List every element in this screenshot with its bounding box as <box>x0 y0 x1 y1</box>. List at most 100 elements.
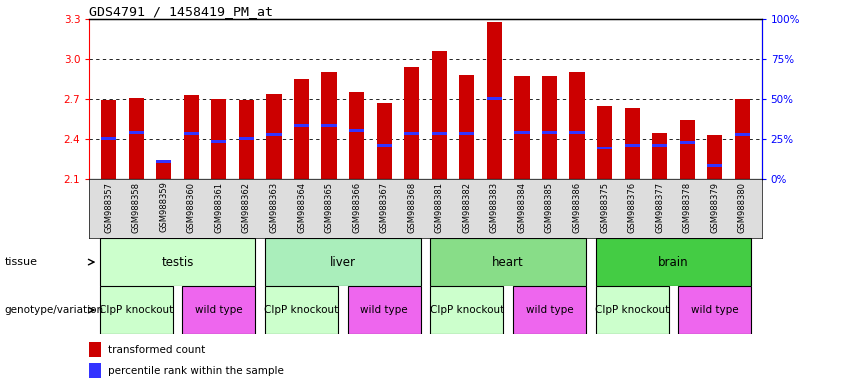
Text: GSM988361: GSM988361 <box>214 182 223 233</box>
Bar <box>211 99 226 179</box>
Bar <box>487 22 502 179</box>
Bar <box>100 286 173 334</box>
Bar <box>266 133 282 136</box>
Text: brain: brain <box>658 256 688 268</box>
Text: testis: testis <box>162 256 194 268</box>
Bar <box>569 131 585 134</box>
Bar <box>597 147 612 149</box>
Text: transformed count: transformed count <box>108 345 205 355</box>
Text: GSM988368: GSM988368 <box>408 182 416 233</box>
Bar <box>349 92 364 179</box>
Bar <box>322 124 337 127</box>
Bar <box>101 100 117 179</box>
Bar <box>184 95 199 179</box>
Text: GSM988378: GSM988378 <box>683 182 692 233</box>
Bar <box>487 98 502 100</box>
Bar <box>652 133 667 179</box>
Bar <box>569 72 585 179</box>
Bar <box>625 144 640 147</box>
Bar <box>100 238 255 286</box>
Text: liver: liver <box>330 256 356 268</box>
Bar <box>157 160 171 163</box>
Bar <box>89 342 101 357</box>
Bar <box>182 286 255 334</box>
Bar <box>596 238 751 286</box>
Bar <box>377 144 391 147</box>
Bar <box>542 131 557 134</box>
Text: GSM988357: GSM988357 <box>104 182 113 233</box>
Bar <box>625 108 640 179</box>
Bar <box>734 133 750 136</box>
Bar <box>431 132 447 135</box>
Bar <box>404 67 420 179</box>
Text: GSM988380: GSM988380 <box>738 182 747 233</box>
Text: tissue: tissue <box>4 257 37 267</box>
Text: GSM988363: GSM988363 <box>270 182 278 233</box>
Text: GSM988365: GSM988365 <box>324 182 334 233</box>
Bar <box>157 163 171 179</box>
Bar <box>707 135 722 179</box>
Bar <box>211 140 226 143</box>
Text: GSM988358: GSM988358 <box>132 182 140 233</box>
Text: GSM988383: GSM988383 <box>490 182 499 233</box>
Bar <box>89 363 101 378</box>
Text: GSM988375: GSM988375 <box>600 182 609 233</box>
Text: percentile rank within the sample: percentile rank within the sample <box>108 366 284 376</box>
Text: wild type: wild type <box>691 305 739 315</box>
Bar <box>680 120 694 179</box>
Bar <box>322 72 337 179</box>
Bar <box>542 76 557 179</box>
Text: wild type: wild type <box>195 305 243 315</box>
Bar <box>652 144 667 147</box>
Bar <box>349 129 364 132</box>
Text: GDS4791 / 1458419_PM_at: GDS4791 / 1458419_PM_at <box>89 5 273 18</box>
Bar <box>734 99 750 179</box>
Bar <box>294 79 309 179</box>
Bar <box>129 98 144 179</box>
Text: GSM988382: GSM988382 <box>462 182 471 233</box>
Text: GSM988367: GSM988367 <box>380 182 389 233</box>
Bar <box>460 75 474 179</box>
Text: GSM988381: GSM988381 <box>435 182 443 233</box>
Bar <box>514 76 529 179</box>
Bar <box>101 137 117 140</box>
Bar <box>129 131 144 134</box>
Bar <box>431 238 586 286</box>
Bar <box>294 124 309 127</box>
Text: GSM988359: GSM988359 <box>159 182 168 232</box>
Bar <box>597 106 612 179</box>
Text: GSM988364: GSM988364 <box>297 182 306 233</box>
Text: GSM988385: GSM988385 <box>545 182 554 233</box>
Text: wild type: wild type <box>360 305 408 315</box>
Bar <box>678 286 751 334</box>
Bar <box>348 286 420 334</box>
Bar <box>239 100 254 179</box>
Bar <box>239 137 254 140</box>
Bar <box>266 94 282 179</box>
Bar <box>707 164 722 167</box>
Bar <box>265 286 338 334</box>
Text: ClpP knockout: ClpP knockout <box>595 305 669 315</box>
Bar <box>460 132 474 135</box>
Text: ClpP knockout: ClpP knockout <box>265 305 339 315</box>
Bar <box>513 286 586 334</box>
Bar <box>514 131 529 134</box>
Bar <box>680 141 694 144</box>
Text: GSM988384: GSM988384 <box>517 182 527 233</box>
Text: GSM988379: GSM988379 <box>711 182 719 233</box>
Text: GSM988362: GSM988362 <box>242 182 251 233</box>
Bar <box>431 51 447 179</box>
Text: GSM988360: GSM988360 <box>187 182 196 233</box>
Bar <box>404 132 420 135</box>
Text: GSM988386: GSM988386 <box>573 182 581 233</box>
Text: ClpP knockout: ClpP knockout <box>99 305 174 315</box>
Bar <box>265 238 420 286</box>
Bar <box>377 103 391 179</box>
Text: ClpP knockout: ClpP knockout <box>430 305 504 315</box>
Text: heart: heart <box>492 256 524 268</box>
Text: GSM988377: GSM988377 <box>655 182 664 233</box>
Text: GSM988366: GSM988366 <box>352 182 361 233</box>
Bar <box>431 286 503 334</box>
Text: GSM988376: GSM988376 <box>628 182 637 233</box>
Text: wild type: wild type <box>526 305 574 315</box>
